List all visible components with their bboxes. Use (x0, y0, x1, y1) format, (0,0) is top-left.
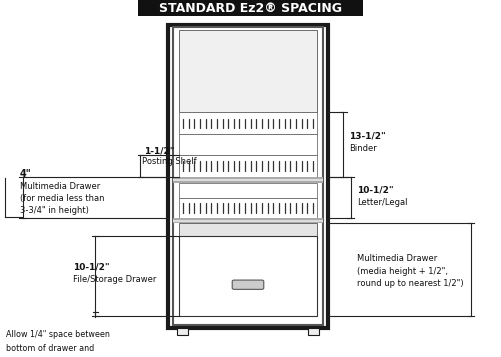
Bar (179, 155, 317, 177)
Bar (177, 328, 188, 335)
Text: Multimedia Drawer: Multimedia Drawer (20, 182, 100, 191)
Text: 10-1/2": 10-1/2" (357, 186, 393, 195)
Bar (179, 223, 317, 236)
Bar (173, 177, 323, 183)
Bar (168, 25, 328, 328)
Bar (179, 134, 317, 155)
Text: 3-3/4" in height): 3-3/4" in height) (20, 206, 89, 215)
Text: (media height + 1/2",: (media height + 1/2", (357, 267, 448, 276)
Bar (173, 179, 323, 181)
Text: STANDARD Ez2® SPACING: STANDARD Ez2® SPACING (159, 1, 342, 15)
Text: Letter/Legal: Letter/Legal (357, 198, 407, 207)
Text: 13-1/2": 13-1/2" (349, 131, 386, 140)
Bar (179, 183, 317, 198)
Bar (179, 198, 317, 218)
Bar (138, 0, 363, 16)
Text: round up to nearest 1/2"): round up to nearest 1/2") (357, 278, 463, 288)
Text: 10-1/2": 10-1/2" (73, 262, 109, 271)
Text: Allow 1/4" space between: Allow 1/4" space between (6, 330, 110, 339)
Text: Binder: Binder (349, 144, 377, 153)
Text: Multimedia Drawer: Multimedia Drawer (357, 254, 437, 263)
Bar (308, 328, 319, 335)
Bar (179, 112, 317, 134)
Bar (173, 218, 323, 223)
Text: File/Storage Drawer: File/Storage Drawer (73, 275, 156, 284)
Text: 4": 4" (20, 169, 32, 179)
Text: 1-1/2": 1-1/2" (144, 146, 175, 156)
Text: bottom of drawer and: bottom of drawer and (6, 344, 94, 353)
Bar (173, 220, 323, 222)
Text: (for media less than: (for media less than (20, 194, 105, 203)
Bar (173, 27, 323, 325)
Bar (179, 236, 317, 316)
Text: Posting Shelf: Posting Shelf (142, 157, 197, 166)
Bar (179, 30, 317, 112)
FancyBboxPatch shape (232, 280, 264, 289)
